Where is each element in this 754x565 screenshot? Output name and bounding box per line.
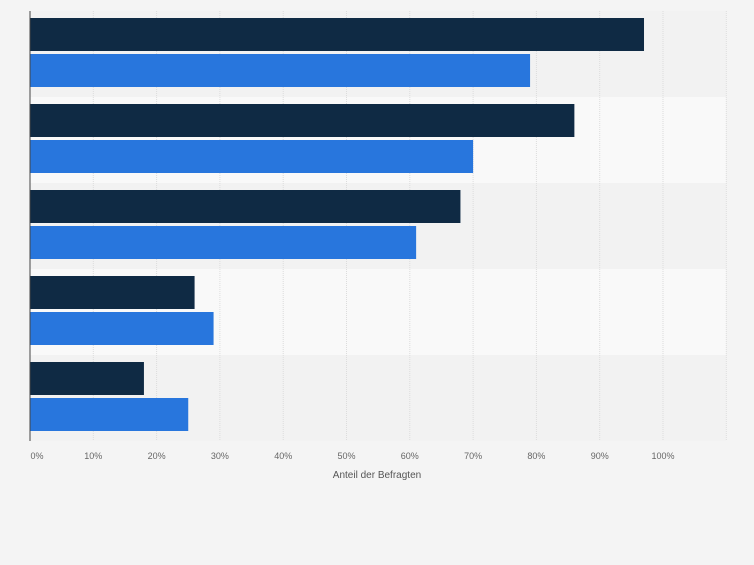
bar <box>30 276 195 309</box>
x-axis-title: Anteil der Befragten <box>333 470 421 481</box>
bar <box>30 140 474 173</box>
x-tick-label: 100% <box>651 451 674 461</box>
x-tick-label: 50% <box>337 451 355 461</box>
bar <box>30 226 417 259</box>
bar <box>30 54 531 87</box>
bar <box>30 18 645 51</box>
bar <box>30 312 214 345</box>
x-tick-label: 80% <box>527 451 545 461</box>
x-tick-label: 90% <box>591 451 609 461</box>
bar <box>30 190 461 223</box>
x-tick-label: 30% <box>211 451 229 461</box>
bar <box>30 398 189 431</box>
bar <box>30 104 575 137</box>
x-tick-label: 0% <box>30 451 43 461</box>
x-tick-label: 40% <box>274 451 292 461</box>
x-tick-label: 60% <box>401 451 419 461</box>
x-tick-label: 20% <box>148 451 166 461</box>
x-tick-label: 10% <box>84 451 102 461</box>
bars <box>30 18 645 431</box>
x-tick-labels: 0% 10% 20% 30% 40% 50% 60% 70% 80% 90% 100% <box>30 451 674 461</box>
x-tick-label: 70% <box>464 451 482 461</box>
bar <box>30 362 144 395</box>
